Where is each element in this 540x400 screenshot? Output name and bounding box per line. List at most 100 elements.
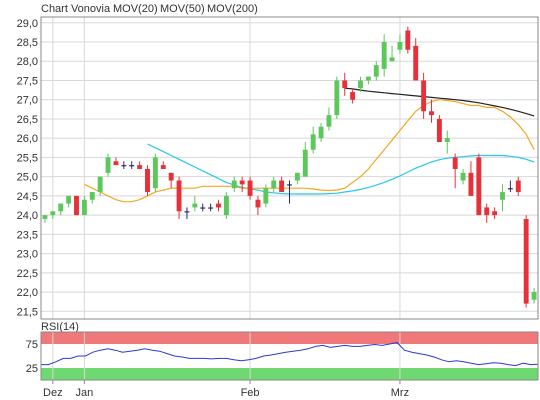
candle-body bbox=[105, 157, 111, 173]
candle bbox=[342, 72, 348, 96]
chart-legend: Chart Vonovia MOV(20) MOV(50) MOV(200) bbox=[41, 3, 258, 15]
candle bbox=[42, 215, 48, 223]
y-tick-label: 29,0 bbox=[17, 18, 38, 30]
candle bbox=[373, 61, 379, 81]
candle-body bbox=[413, 45, 419, 81]
candle-body bbox=[452, 157, 458, 169]
candle-body bbox=[381, 42, 387, 69]
candle-body bbox=[129, 165, 135, 167]
candle-body bbox=[184, 211, 190, 213]
y-tick-label: 27,0 bbox=[17, 95, 38, 107]
candle bbox=[231, 176, 237, 193]
candle bbox=[89, 192, 95, 204]
candle-body bbox=[405, 30, 411, 50]
candle-body bbox=[358, 80, 363, 89]
candle bbox=[287, 180, 292, 204]
candle bbox=[460, 168, 466, 185]
candle bbox=[523, 215, 529, 308]
candle-body bbox=[476, 157, 482, 216]
candle-body bbox=[444, 138, 450, 143]
y-tick-label: 23,5 bbox=[17, 229, 38, 241]
candle bbox=[429, 99, 434, 123]
candle bbox=[318, 122, 324, 143]
x-tick-label: Dez bbox=[43, 387, 63, 399]
candle bbox=[515, 176, 521, 196]
candle-body bbox=[523, 218, 529, 304]
candle bbox=[50, 211, 56, 219]
candle-body bbox=[50, 211, 56, 216]
candle bbox=[145, 165, 150, 196]
candle bbox=[137, 161, 143, 169]
candle-body bbox=[436, 118, 442, 143]
candle-body bbox=[429, 111, 434, 116]
candle-body bbox=[287, 184, 292, 186]
candle bbox=[531, 288, 537, 304]
candle-body bbox=[263, 188, 269, 204]
candle bbox=[413, 38, 419, 81]
candle bbox=[255, 195, 261, 216]
rsi-plot-frame bbox=[40, 331, 539, 381]
candle-body bbox=[216, 203, 221, 208]
candle bbox=[271, 176, 277, 193]
candle bbox=[476, 153, 482, 216]
candle-body bbox=[460, 172, 466, 181]
candle-body bbox=[74, 195, 79, 216]
candle-body bbox=[389, 57, 395, 62]
mov50-line bbox=[147, 143, 535, 195]
candle bbox=[389, 45, 395, 62]
candle bbox=[97, 176, 103, 196]
candle bbox=[176, 176, 182, 219]
mov20-line bbox=[84, 99, 535, 203]
candle bbox=[444, 130, 450, 154]
candle-body bbox=[160, 165, 166, 169]
candle-body bbox=[294, 172, 300, 181]
candle-body bbox=[515, 180, 521, 193]
candle bbox=[216, 199, 221, 212]
candle-body bbox=[334, 80, 340, 116]
candle bbox=[484, 203, 490, 223]
candle-body bbox=[97, 176, 103, 193]
candle-body bbox=[484, 207, 490, 216]
candle-body bbox=[247, 180, 253, 196]
candle bbox=[421, 72, 427, 119]
candle-body bbox=[223, 195, 229, 216]
candle-body bbox=[239, 180, 245, 185]
candle bbox=[436, 115, 442, 143]
x-axis-ticks: Dez Jan Feb Mrz bbox=[43, 380, 409, 399]
moving-average-lines bbox=[84, 87, 535, 203]
rsi-y-tick-label: 25 bbox=[26, 363, 38, 375]
candle bbox=[302, 142, 308, 177]
candle bbox=[397, 34, 403, 54]
candle bbox=[468, 161, 474, 196]
candle-body bbox=[200, 207, 206, 209]
candle-body bbox=[66, 195, 72, 204]
candle-body bbox=[421, 80, 427, 112]
candle bbox=[168, 172, 174, 189]
candle bbox=[74, 195, 79, 216]
y-tick-label: 26,0 bbox=[17, 133, 38, 145]
candle bbox=[129, 161, 135, 169]
candle-body bbox=[397, 42, 403, 50]
candle bbox=[365, 76, 371, 85]
candle bbox=[507, 180, 513, 193]
x-tick-label: Feb bbox=[241, 387, 260, 399]
rsi-overbought-band bbox=[41, 332, 538, 344]
rsi-bands bbox=[41, 332, 538, 380]
candle-body bbox=[192, 203, 198, 208]
rsi-line bbox=[41, 342, 539, 367]
candle-body bbox=[255, 199, 261, 208]
candle-body bbox=[121, 165, 127, 167]
candle bbox=[81, 195, 87, 216]
candle-body bbox=[318, 126, 324, 139]
candle-body bbox=[145, 168, 150, 193]
candle-body bbox=[500, 192, 505, 200]
candle bbox=[294, 172, 300, 185]
rsi-label: RSI(14) bbox=[41, 321, 79, 333]
candle bbox=[58, 203, 64, 216]
candle bbox=[247, 176, 253, 200]
candle bbox=[184, 207, 190, 219]
main-plot-frame bbox=[40, 16, 539, 320]
candle-body bbox=[271, 180, 277, 189]
y-tick-label: 25,5 bbox=[17, 152, 38, 164]
y-tick-label: 21,5 bbox=[17, 306, 38, 318]
